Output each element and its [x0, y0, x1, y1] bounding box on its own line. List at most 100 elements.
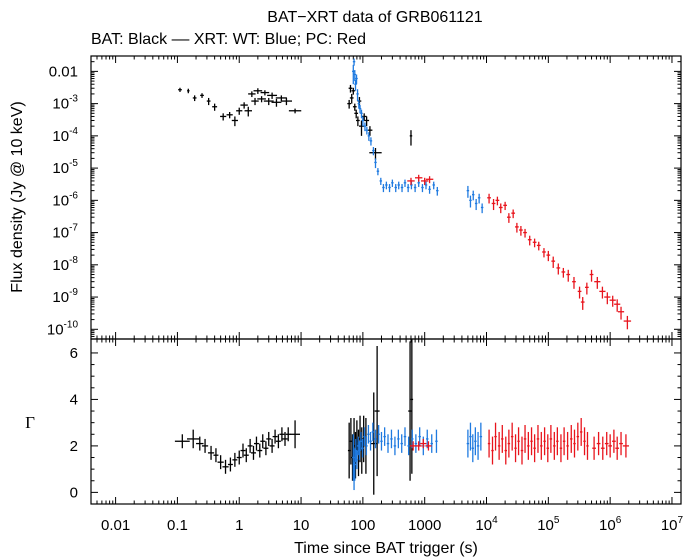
data-point [352, 64, 355, 85]
data-point [374, 158, 377, 169]
data-point [266, 431, 272, 446]
data-point [355, 450, 359, 470]
data-point [275, 95, 287, 102]
data-point [420, 438, 427, 449]
data-point [469, 195, 472, 208]
data-point [226, 111, 233, 119]
flux-panel: 0.01 10-3 10-4 10-5 10-6 10-7 10-8 10-9 10-10 [47, 55, 682, 340]
data-point [257, 96, 266, 103]
data-point [187, 429, 200, 449]
data-point [355, 74, 358, 85]
data-point [562, 427, 566, 456]
data-point [586, 431, 589, 460]
data-point [487, 193, 491, 204]
data-point [570, 424, 573, 453]
x-tick-label: 107 [661, 515, 684, 534]
data-point [530, 427, 533, 456]
chart-title: BAT−XRT data of GRB061121 [267, 9, 482, 26]
data-point [232, 452, 238, 467]
data-point [543, 427, 546, 456]
data-point [589, 269, 594, 282]
data-point [410, 339, 414, 474]
data-point [596, 431, 601, 456]
data-point [369, 431, 372, 451]
data-point [347, 422, 351, 479]
data-point [353, 70, 357, 82]
data-point [257, 443, 263, 458]
data-point [533, 434, 536, 463]
data-point [487, 429, 491, 458]
x-tick-label: 1 [235, 517, 243, 534]
data-point [251, 445, 256, 460]
data-point [501, 424, 504, 453]
data-point [511, 209, 516, 219]
data-point [363, 427, 366, 446]
data-point [263, 441, 269, 456]
data-point [414, 174, 423, 182]
data-point [397, 429, 400, 449]
data-point [383, 427, 386, 446]
data-point [604, 431, 609, 456]
data-point [566, 431, 569, 460]
gamma-y-axis-label: Γ [25, 413, 35, 432]
data-point [540, 431, 543, 460]
data-point [236, 450, 242, 465]
x-tick-label: 100 [350, 517, 375, 534]
data-point [352, 103, 357, 111]
x-tick-label: 105 [537, 515, 560, 534]
data-point [436, 186, 439, 196]
data-point [280, 97, 292, 106]
data-point [576, 422, 580, 451]
data-point [608, 434, 613, 458]
data-point [414, 434, 418, 453]
data-point [367, 424, 370, 444]
data-point [600, 436, 605, 460]
data-point [369, 148, 382, 160]
data-point [556, 263, 561, 275]
data-point [609, 295, 616, 307]
data-point [623, 315, 632, 330]
data-point [358, 105, 362, 114]
data-point [192, 95, 197, 102]
data-point [480, 203, 484, 214]
data-point [360, 109, 363, 119]
y-tick-label: 6 [70, 345, 78, 362]
data-point [361, 116, 365, 127]
data-point [388, 184, 391, 193]
data-point [231, 116, 238, 127]
gamma-y-tick-labels: 0 2 4 6 [70, 345, 78, 501]
data-point [536, 424, 540, 453]
data-point [377, 424, 380, 444]
data-point [523, 228, 527, 238]
data-point [400, 184, 404, 193]
data-point [503, 201, 507, 211]
data-point [356, 116, 360, 127]
data-point [260, 434, 266, 449]
x-tick-label: 10 [293, 517, 310, 534]
data-point [614, 299, 621, 312]
data-point [507, 213, 511, 223]
data-point [240, 102, 248, 109]
data-point [592, 436, 596, 460]
data-point [469, 422, 472, 451]
data-point [365, 126, 369, 135]
data-point [622, 434, 630, 458]
data-point [354, 109, 359, 119]
data-point [178, 87, 182, 92]
data-point [269, 438, 275, 453]
data-point [536, 241, 541, 251]
y-tick-label: 10-5 [52, 158, 78, 177]
flux-data-points [178, 58, 632, 330]
data-point [282, 431, 288, 446]
data-point [532, 238, 537, 248]
x-tick-label: 0.1 [167, 517, 188, 534]
data-point [217, 455, 224, 470]
data-point [201, 438, 209, 453]
data-point [546, 434, 550, 463]
gamma-data-points [174, 339, 630, 495]
x-tick-label: 1000 [408, 517, 441, 534]
data-point [507, 429, 511, 458]
data-point [260, 90, 270, 96]
data-point [348, 84, 353, 93]
